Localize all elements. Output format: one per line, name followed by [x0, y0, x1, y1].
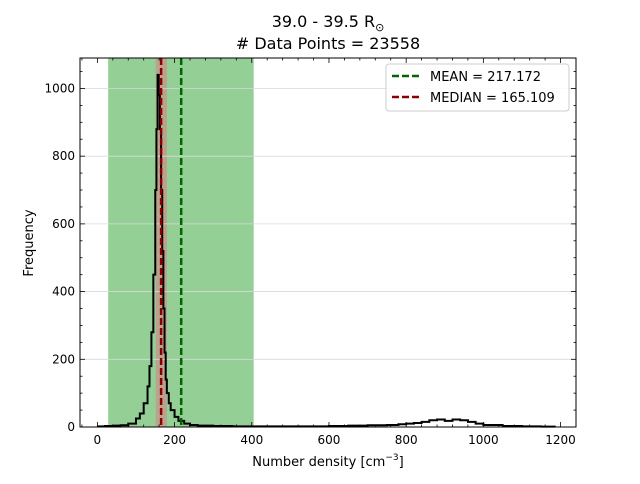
chart-title: 39.0 - 39.5 R⊙ [272, 12, 385, 34]
reference-lines [159, 58, 183, 427]
x-tick-label: 600 [318, 433, 341, 447]
x-axis-label: Number density [cm−3] [252, 453, 403, 470]
x-axis-label-close: ] [399, 455, 404, 470]
y-tick-label: 1000 [44, 81, 75, 95]
legend-median-label: MEDIAN = 165.109 [430, 91, 555, 106]
x-axis-ticks: 0 200 400 600 800 1000 1200 [81, 58, 577, 447]
y-tick-label: 200 [52, 352, 75, 366]
legend-mean-label: MEAN = 217.172 [430, 70, 541, 85]
y-axis-ticks: 0 200 400 600 800 1000 [44, 71, 576, 434]
sun-symbol: ⊙ [375, 21, 384, 34]
legend-box [385, 63, 570, 112]
y-tick-label: 600 [52, 217, 75, 231]
plot-frame [79, 57, 577, 428]
y-tick-label: 400 [52, 285, 75, 299]
x-tick-label: 800 [395, 433, 418, 447]
x-tick-label: 0 [94, 433, 102, 447]
x-axis-label-exponent: −3 [385, 453, 398, 463]
y-axis-label: Frequency [22, 209, 37, 276]
y-tick-label: 0 [67, 420, 75, 434]
chart-subtitle: # Data Points = 23558 [236, 34, 420, 53]
x-tick-label: 400 [240, 433, 263, 447]
histogram-line [97, 73, 556, 428]
y-tick-label: 800 [52, 149, 75, 163]
histogram-series [97, 73, 556, 428]
x-tick-label: 200 [163, 433, 186, 447]
axes-frame [79, 57, 577, 428]
legend: MEAN = 217.172 MEDIAN = 165.109 [385, 63, 570, 112]
x-tick-label: 1000 [468, 433, 499, 447]
x-tick-label: 1200 [545, 433, 576, 447]
